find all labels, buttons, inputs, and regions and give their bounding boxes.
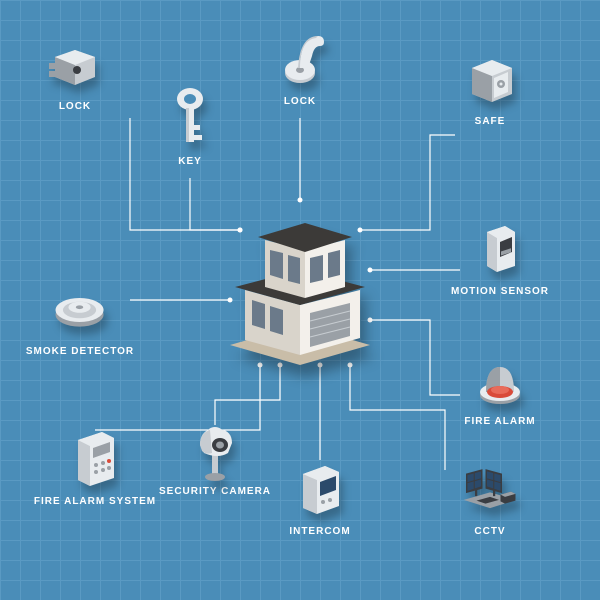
label-safe: SAFE	[475, 116, 506, 127]
intercom-icon	[290, 460, 350, 520]
camera-icon	[185, 420, 245, 480]
node-lock2: LOCK	[260, 30, 340, 107]
safe-icon	[460, 50, 520, 110]
label-intercom: INTERCOM	[289, 526, 350, 537]
node-seccam: SECURITY CAMERA	[175, 420, 255, 497]
label-seccam: SECURITY CAMERA	[159, 486, 271, 497]
label-lock2: LOCK	[284, 96, 316, 107]
cctv-icon	[460, 460, 520, 520]
label-motion: MOTION SENSOR	[451, 286, 549, 297]
siren-icon	[470, 350, 530, 410]
key-icon	[160, 90, 220, 150]
node-safe: SAFE	[450, 50, 530, 127]
node-motion: MOTION SENSOR	[460, 220, 540, 297]
panel-icon	[65, 430, 125, 490]
handle-icon	[270, 30, 330, 90]
node-lock1: LOCK	[35, 35, 115, 112]
node-fasys: FIRE ALARM SYSTEM	[55, 430, 135, 507]
node-smoke: SMOKE DETECTOR	[40, 280, 120, 357]
label-key: KEY	[178, 156, 202, 167]
label-falarm: FIRE ALARM	[464, 416, 535, 427]
smoke-icon	[50, 280, 110, 340]
house-hub	[210, 195, 390, 370]
node-falarm: FIRE ALARM	[460, 350, 540, 427]
label-cctv: CCTV	[474, 526, 505, 537]
node-key: KEY	[150, 90, 230, 167]
node-intercom: INTERCOM	[280, 460, 360, 537]
node-cctv: CCTV	[450, 460, 530, 537]
label-smoke: SMOKE DETECTOR	[26, 346, 134, 357]
label-fasys: FIRE ALARM SYSTEM	[34, 496, 156, 507]
motion-icon	[470, 220, 530, 280]
infographic-canvas: LOCK KEY LOCK	[0, 0, 600, 600]
label-lock1: LOCK	[59, 101, 91, 112]
padlock-icon	[45, 35, 105, 95]
